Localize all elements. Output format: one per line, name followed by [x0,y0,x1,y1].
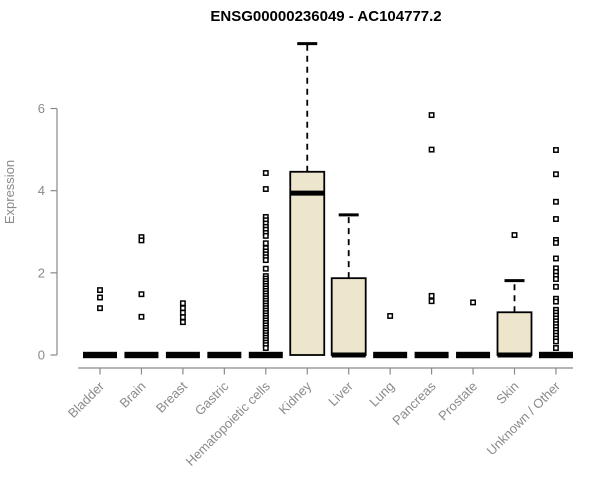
collapsed-box [248,351,283,359]
outlier-point [179,305,186,312]
outlier-point [138,313,145,320]
outlier-point [553,216,559,222]
collapsed-box [373,351,408,359]
collapsed-box [538,351,573,359]
outlier-point [553,198,559,205]
outlier-point [553,255,559,262]
outlier-point [179,300,186,307]
outlier-point [97,294,103,301]
box [289,170,326,356]
outlier-point [262,240,269,247]
x-tick-label: Brain [116,379,148,411]
outlier-point [553,171,559,178]
x-tick-label: Gastric [192,378,232,418]
x-tick-label: Bladder [65,378,108,421]
outlier-point [553,338,559,345]
y-tick-label: 4 [38,183,45,198]
outlier-point [138,237,145,244]
box [496,311,533,356]
outlier-point [262,170,269,176]
outlier-point [511,232,518,238]
collapsed-box [83,351,117,359]
x-tick-label: Pancreas [389,378,439,428]
collapsed-box [207,351,242,359]
outlier-point [97,287,103,294]
collapsed-box [124,351,159,359]
y-tick-label: 2 [38,265,45,280]
outlier-point [428,146,435,153]
outlier-point [138,291,145,298]
outlier-point [97,305,103,312]
outlier-point [262,232,269,239]
collapsed-box [456,351,491,359]
chart-title: ENSG00000236049 - AC104777.2 [210,8,442,25]
y-tick-label: 6 [38,101,45,116]
x-tick-label: Prostate [435,379,480,424]
box [330,277,367,356]
collapsed-box [414,351,449,359]
x-tick-label: Lung [366,379,397,410]
outlier-point [262,257,269,264]
outlier-point [553,283,559,290]
x-tick-label: Breast [153,378,190,415]
outlier-point [553,276,559,282]
collapsed-box [165,351,200,359]
x-tick-label: Kidney [276,378,315,417]
outlier-point [553,239,559,246]
x-tick-label: Unknown / Other [483,378,563,458]
x-tick-label: Skin [493,379,521,407]
outlier-point [553,298,559,305]
outlier-point [428,292,435,299]
outlier-point [387,313,394,319]
outlier-point [428,112,435,119]
outlier-point [428,298,435,305]
outlier-point [179,314,186,321]
outlier-point [179,309,186,316]
outlier-point [262,186,269,192]
outlier-point [553,147,559,153]
y-tick-label: 0 [38,348,45,363]
outlier-point [262,265,269,272]
outlier-point [179,319,186,326]
outlier-point [553,345,559,351]
outlier-point [470,299,477,306]
x-tick-label: Liver [325,378,356,409]
outlier-point [262,345,269,351]
